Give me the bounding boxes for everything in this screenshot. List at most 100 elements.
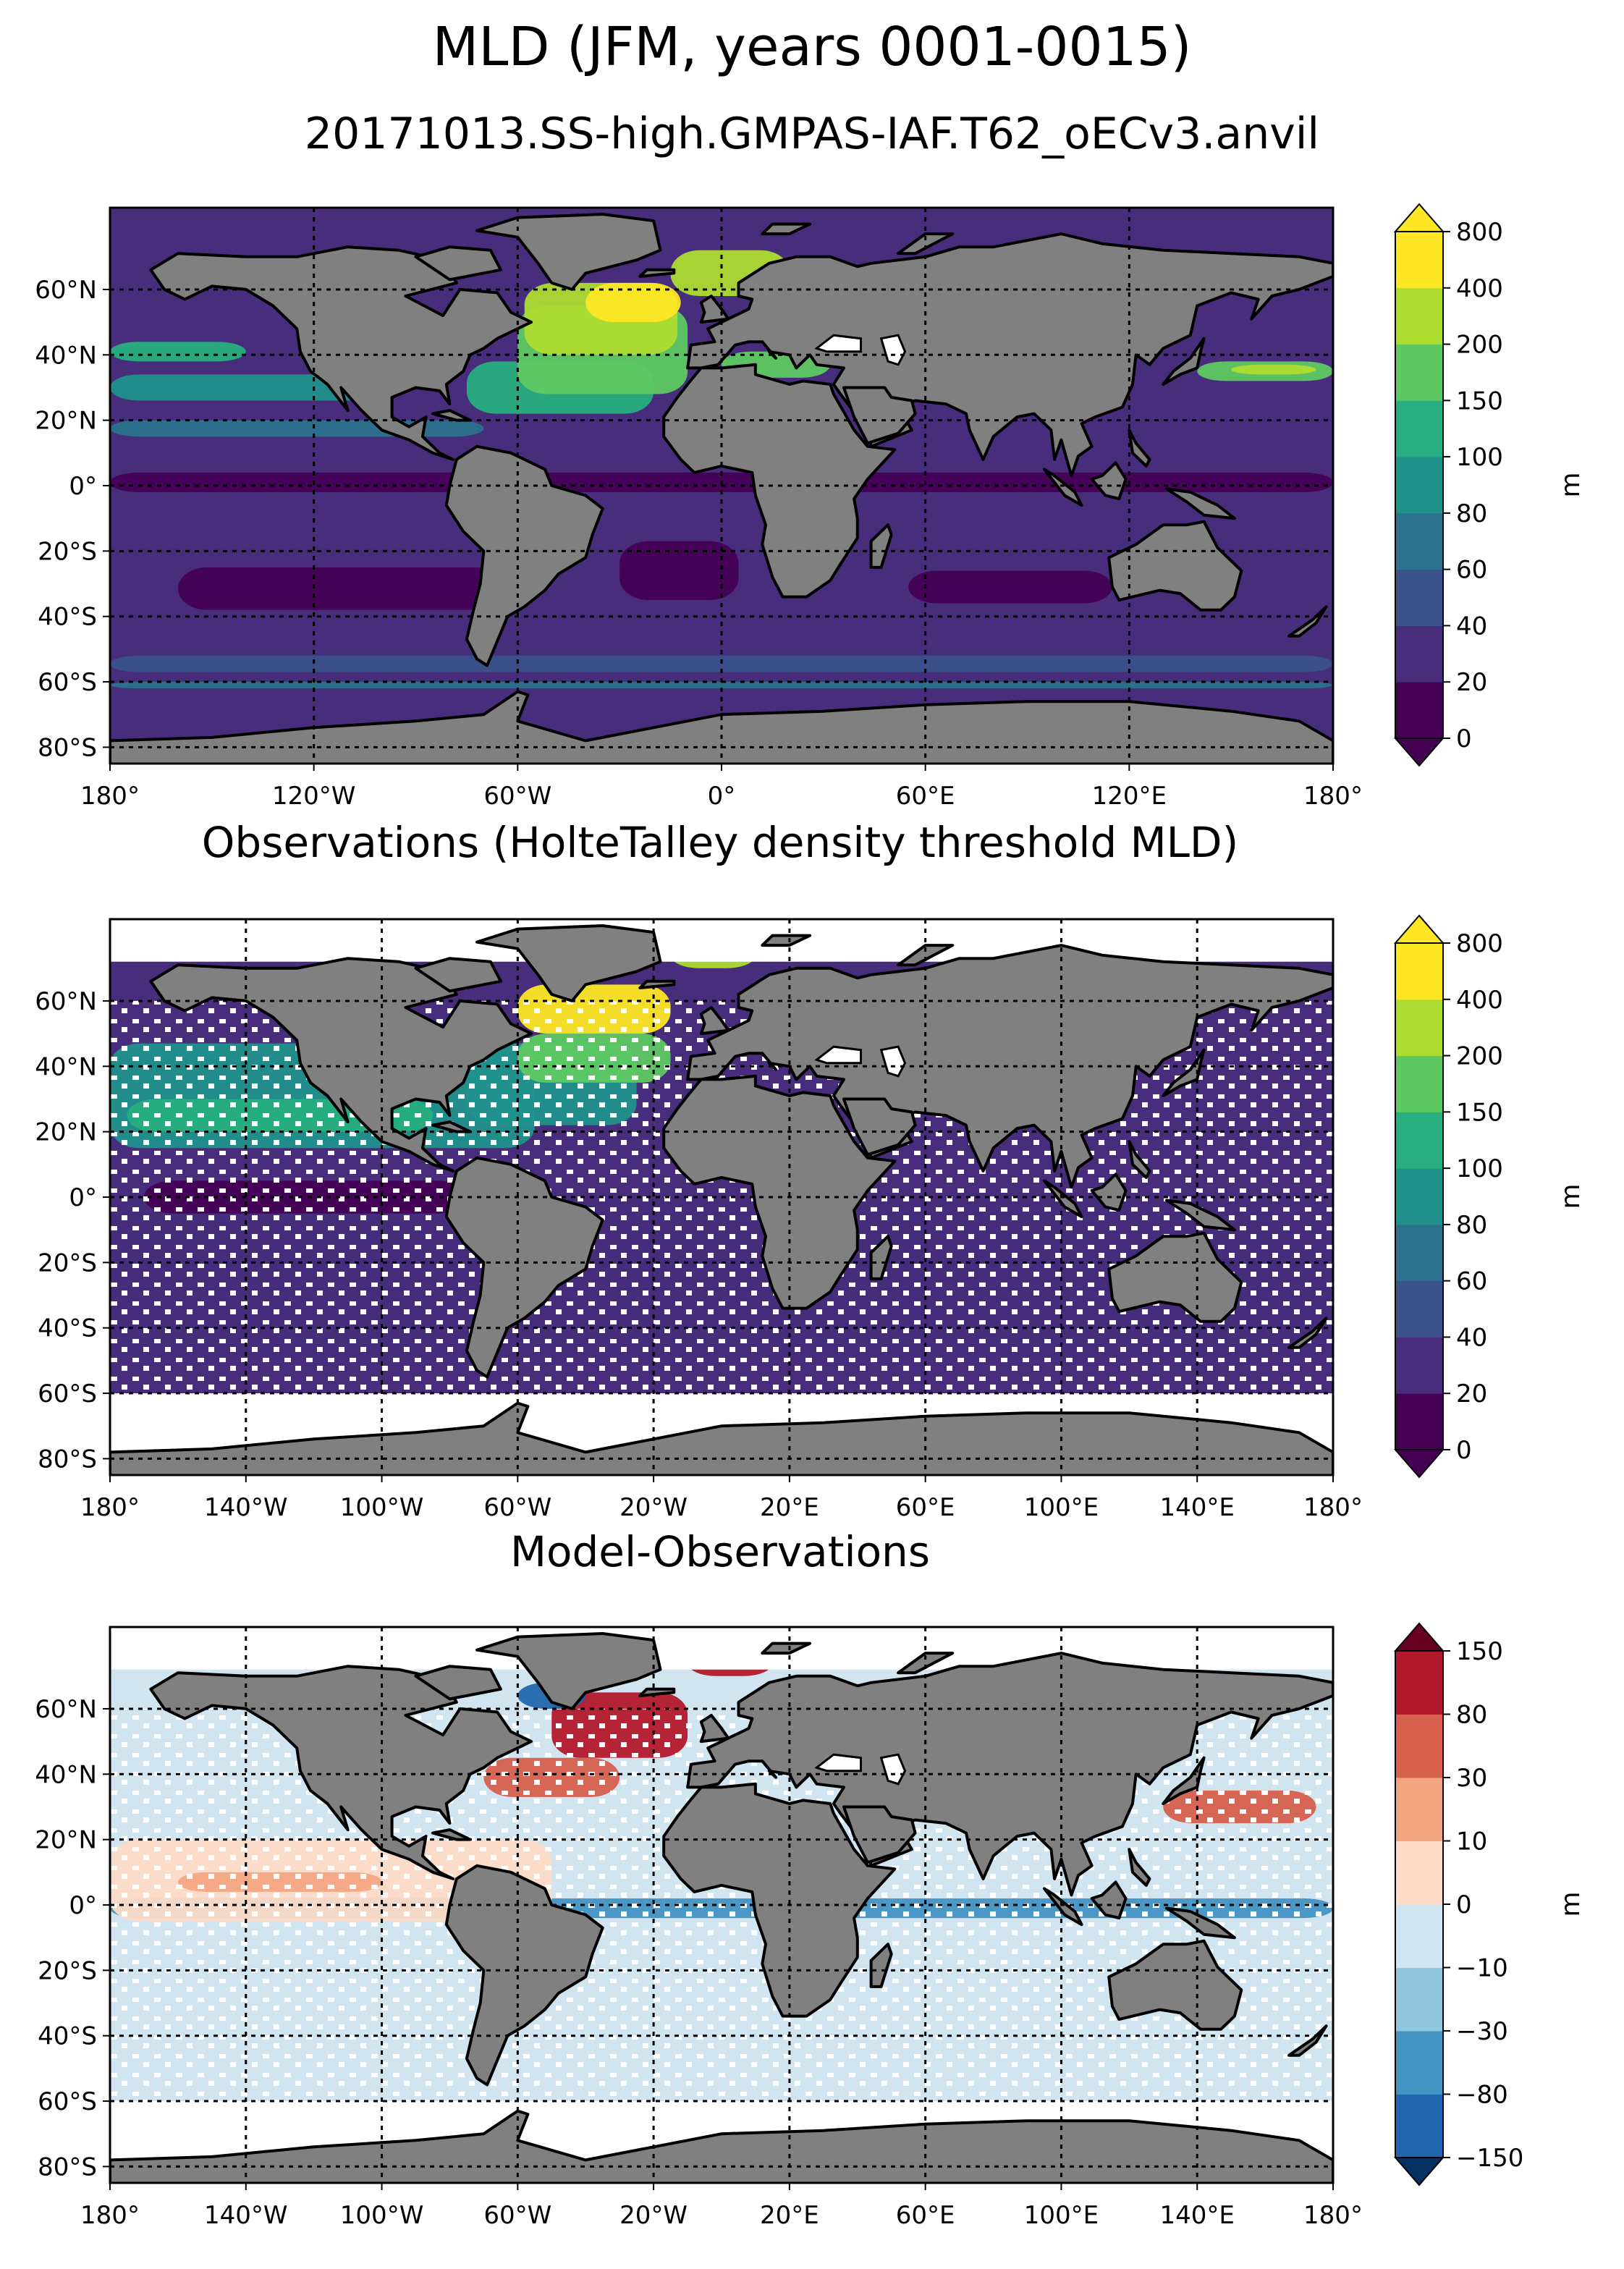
colorbar-segment [1395, 287, 1443, 345]
japan [1162, 1048, 1206, 1097]
borneo [1090, 461, 1128, 501]
borneo [1090, 1172, 1128, 1212]
x-tick-label: 20°E [760, 1493, 819, 1522]
x-tick-label: 60°E [896, 782, 955, 811]
colorbar-tick-label: 400 [1456, 274, 1503, 303]
x-tick-label: 180° [80, 782, 140, 811]
iceland [638, 268, 676, 278]
north-america [149, 957, 533, 1172]
colorbar-segment [1395, 569, 1443, 626]
colorbar-segment [1395, 1651, 1443, 1715]
axes-frame [109, 1626, 1335, 2184]
colorbar-extend-max [1393, 914, 1445, 944]
iceland [638, 979, 676, 989]
arabian-peninsula [842, 386, 917, 445]
colorbar-tick-label: −30 [1456, 2017, 1508, 2046]
colorbar-segment [1395, 943, 1443, 1000]
caspian-sea [879, 1045, 907, 1078]
baffin-island [414, 245, 502, 282]
x-tick-label: 100°E [1024, 1493, 1099, 1522]
x-tick-label: 180° [80, 1493, 140, 1522]
british-isles [699, 295, 730, 324]
y-tick-label: 40°S [38, 603, 97, 632]
iceland [638, 1687, 676, 1697]
colorbar-unit-label: m [1556, 472, 1586, 497]
y-tick-label: 40°N [35, 1760, 97, 1789]
y-tick-label: 80°S [38, 733, 97, 762]
new-zealand [1287, 2024, 1328, 2057]
british-isles [699, 1006, 730, 1036]
colorbar-unit-label: m [1556, 1891, 1586, 1917]
africa [662, 1782, 897, 2018]
panel-1-map [110, 208, 1333, 764]
colorbar-segment [1395, 1168, 1443, 1225]
colorbar-tick-label: 20 [1456, 668, 1487, 697]
arabian-peninsula [842, 1097, 917, 1157]
colorbar-segment [1395, 1778, 1443, 1841]
novaya-zemlya [897, 1652, 955, 1675]
y-tick-label: 0° [69, 472, 97, 501]
black-sea [814, 1045, 862, 1065]
x-tick-label: 180° [1303, 2201, 1363, 2230]
colorbar-segment [1395, 2031, 1443, 2095]
baffin-island [414, 957, 502, 993]
y-tick-label: 60°N [35, 987, 97, 1016]
colorbar-extend-max [1393, 1622, 1445, 1652]
svalbard [761, 222, 812, 236]
y-tick-label: 20°S [38, 1956, 97, 1985]
colorbar-tick-label: 10 [1456, 1828, 1487, 1856]
y-tick-label: 60°N [35, 1695, 97, 1724]
colorbar-segment [1395, 1280, 1443, 1338]
x-tick-label: 140°W [204, 1493, 288, 1522]
colorbar-tick-label: −10 [1456, 1954, 1508, 1983]
north-pacific-mid [110, 420, 484, 437]
x-tick-label: 60°W [483, 1493, 551, 1522]
colorbar-frame [1395, 942, 1444, 1450]
colorbar-tick-label: 80 [1456, 1701, 1487, 1730]
greenland [475, 213, 662, 291]
y-tick-label: 20°N [35, 1118, 97, 1147]
black-sea [814, 1753, 862, 1772]
madagascar [869, 1943, 893, 1988]
axes-frame [109, 918, 1335, 1476]
colorbar-tick-label: −150 [1456, 2144, 1523, 2173]
x-tick-label: 120°W [272, 782, 356, 811]
colorbar-tick-label: 150 [1456, 1637, 1503, 1666]
colorbar-tick-label: 800 [1456, 218, 1503, 247]
colorbar-tick-label: 100 [1456, 1154, 1503, 1183]
colorbar-tick-label: 200 [1456, 331, 1503, 360]
colorbar-tick-label: 60 [1456, 556, 1487, 585]
sumatra [1043, 468, 1083, 507]
southern-ocean-band [110, 655, 1333, 672]
colorbar-unit-label: m [1556, 1183, 1586, 1209]
y-tick-label: 80°S [38, 1445, 97, 1474]
arabian-peninsula [842, 1805, 917, 1864]
colorbar-segment [1395, 1112, 1443, 1169]
x-tick-label: 140°W [204, 2201, 288, 2230]
x-tick-label: 180° [1303, 1493, 1363, 1522]
colorbar-tick-label: 0 [1456, 1890, 1472, 1919]
north-pacific-west [110, 342, 246, 362]
panel-2-map [110, 919, 1333, 1475]
x-tick-label: 60°W [483, 2201, 551, 2230]
y-tick-label: 40°S [38, 1314, 97, 1343]
colorbar-segment [1395, 625, 1443, 683]
africa [662, 363, 897, 599]
y-tick-label: 60°S [38, 668, 97, 697]
axes-frame [109, 206, 1335, 765]
colorbar-segment [1395, 1904, 1443, 1968]
colorbar-tick-label: 30 [1456, 1764, 1487, 1793]
y-tick-label: 20°N [35, 1826, 97, 1855]
figure-title: MLD (JFM, years 0001-0015) [432, 16, 1192, 78]
philippines [1128, 1140, 1151, 1179]
colorbar-segment [1395, 1393, 1443, 1450]
australia [1107, 520, 1243, 612]
colorbar-segment [1395, 512, 1443, 570]
colorbar-segment [1395, 1714, 1443, 1778]
x-tick-label: 120°E [1092, 782, 1167, 811]
greenland [475, 924, 662, 1002]
panel-2-title: Observations (HolteTalley density thresh… [201, 818, 1239, 867]
colorbar-tick-label: 40 [1456, 1323, 1487, 1352]
new-zealand [1287, 1317, 1328, 1349]
